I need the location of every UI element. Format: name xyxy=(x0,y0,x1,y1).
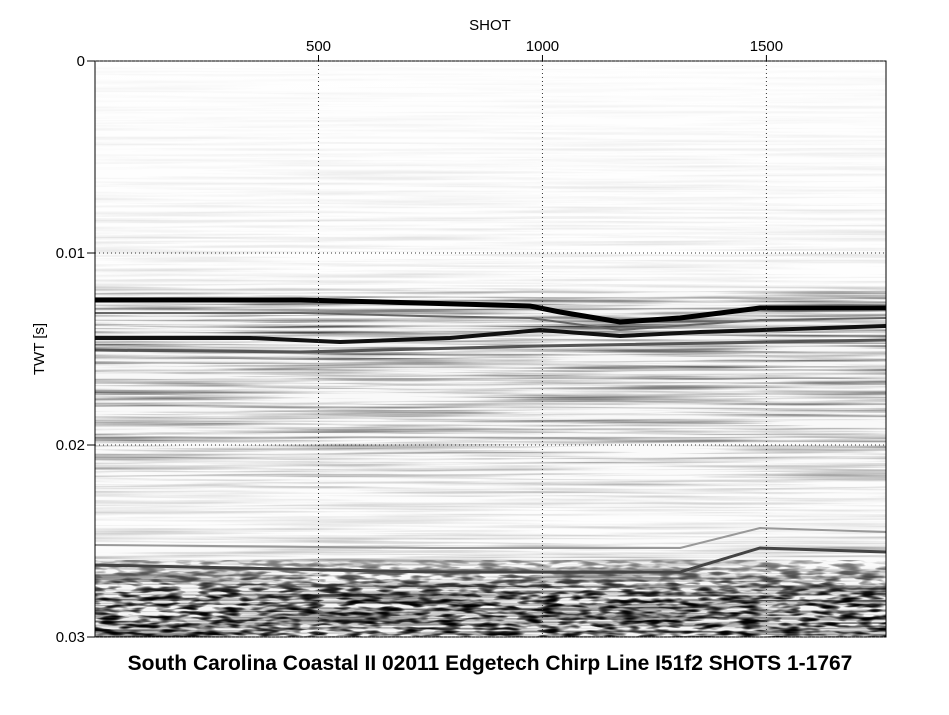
y-tick-label: 0.03 xyxy=(56,629,85,646)
x-tick-label: 1000 xyxy=(526,38,559,55)
y-axis-label: TWT [s] xyxy=(31,323,48,375)
y-tick-label: 0.02 xyxy=(56,437,85,454)
y-tick-label: 0 xyxy=(77,53,85,70)
seismic-image xyxy=(95,61,886,637)
plot-frame xyxy=(94,60,887,638)
x-axis-label: SHOT xyxy=(469,17,511,34)
x-tick-label: 1500 xyxy=(750,38,783,55)
y-tick-label: 0.01 xyxy=(56,245,85,262)
chart-title: South Carolina Coastal II 02011 Edgetech… xyxy=(128,652,853,675)
x-tick-label: 500 xyxy=(306,38,331,55)
